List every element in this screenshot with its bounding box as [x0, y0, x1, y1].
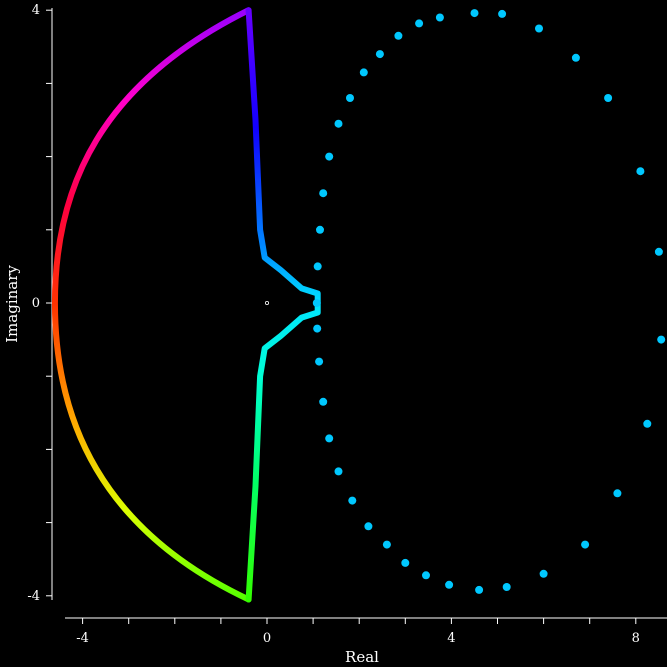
data-point: [319, 397, 328, 406]
x-tick-label: 0: [263, 631, 271, 646]
data-point: [348, 496, 357, 505]
data-point: [636, 167, 645, 176]
data-point: [539, 569, 548, 578]
y-axis-title: Imaginary: [3, 265, 21, 343]
data-point: [502, 583, 511, 591]
dots-series: [264, 9, 666, 594]
y-tick-label: 4: [32, 3, 40, 18]
y-tick-label: 0: [32, 296, 40, 311]
data-point: [498, 9, 507, 18]
data-point: [346, 94, 354, 102]
data-point: [325, 152, 334, 161]
x-axis-title: Real: [345, 648, 379, 666]
data-point: [315, 357, 324, 366]
data-point: [334, 119, 343, 128]
data-point: [657, 335, 666, 344]
data-point: [571, 53, 580, 62]
data-point: [319, 189, 328, 198]
y-tick-label: -4: [27, 589, 40, 604]
data-point: [382, 540, 391, 549]
curve-right-branch: [245, 7, 321, 603]
data-point: [359, 68, 368, 77]
x-tick-label: -4: [76, 631, 89, 646]
rainbow-curve: [51, 7, 321, 603]
origin-marker: [264, 300, 269, 305]
x-tick-label: 4: [447, 631, 455, 646]
data-point: [316, 225, 324, 234]
data-point: [535, 24, 543, 33]
data-point: [604, 94, 613, 102]
data-point: [415, 19, 424, 28]
data-point: [313, 262, 322, 271]
data-point: [445, 580, 454, 589]
data-point: [334, 467, 343, 476]
data-point: [394, 31, 403, 40]
data-point: [312, 299, 321, 307]
curve-left-arc: [51, 7, 252, 603]
data-point: [375, 50, 384, 59]
data-point: [435, 13, 444, 22]
data-point: [401, 558, 410, 567]
data-point: [581, 540, 590, 549]
data-point: [643, 419, 652, 428]
data-point: [654, 247, 663, 256]
data-point: [325, 434, 334, 443]
ticks: -4 0 4 8 4 0 -4: [27, 3, 640, 646]
data-point: [313, 324, 322, 333]
data-point: [470, 9, 479, 18]
data-point: [422, 571, 430, 580]
x-tick-label: 8: [632, 631, 640, 646]
data-point: [364, 522, 373, 531]
data-point: [475, 585, 484, 594]
data-point: [613, 489, 622, 498]
